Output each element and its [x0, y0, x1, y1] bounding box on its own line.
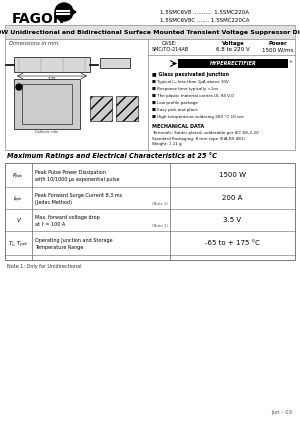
Circle shape	[55, 3, 73, 21]
Text: ■ Typical I₂₂ less than 1μA above 10V: ■ Typical I₂₂ less than 1μA above 10V	[152, 80, 229, 84]
Text: (Jedec Method): (Jedec Method)	[35, 199, 72, 204]
Text: FAGOR: FAGOR	[12, 12, 64, 26]
Text: ■ High temperature soldering 260 °C 10 sec: ■ High temperature soldering 260 °C 10 s…	[152, 115, 244, 119]
Text: 1.5SMC6V8 ........... 1.5SMC220A: 1.5SMC6V8 ........... 1.5SMC220A	[160, 10, 249, 15]
Text: Terminals: Solder plated, solderable per IEC 68-2-20: Terminals: Solder plated, solderable per…	[152, 131, 259, 135]
Text: 1500W Unidirectional and Bidirectional Surface Mounted Transient Voltage Suppres: 1500W Unidirectional and Bidirectional S…	[0, 29, 300, 34]
Text: Weight: 1.11 g: Weight: 1.11 g	[152, 142, 182, 146]
Text: (Note 1): (Note 1)	[152, 202, 168, 206]
Text: Dimensions in mm.: Dimensions in mm.	[9, 41, 60, 46]
Text: ■ Glass passivated junction: ■ Glass passivated junction	[152, 72, 229, 77]
Text: 1500 W: 1500 W	[219, 172, 246, 178]
Text: Tⱼ, Tₚₚₖ: Tⱼ, Tₚₚₖ	[9, 241, 28, 246]
Text: -65 to + 175 °C: -65 to + 175 °C	[205, 240, 260, 246]
Text: Peak Forward Surge Current 8.3 ms: Peak Forward Surge Current 8.3 ms	[35, 193, 122, 198]
Text: 200 A: 200 A	[222, 195, 243, 201]
Text: 1.5SMC6V8C ....... 1.5SMC220CA: 1.5SMC6V8C ....... 1.5SMC220CA	[160, 18, 250, 23]
Bar	[116, 96, 138, 121]
Text: Pₚₚₖ: Pₚₚₖ	[13, 173, 24, 178]
Text: Power: Power	[268, 41, 287, 46]
Bar	[5, 25, 295, 39]
Text: Max. forward voltage drop: Max. forward voltage drop	[35, 215, 100, 219]
Text: Operating Junction and Storage: Operating Junction and Storage	[35, 238, 112, 243]
Text: CASE:: CASE:	[162, 41, 178, 46]
Text: Iₚₚₖ: Iₚₚₖ	[14, 196, 23, 201]
Text: ■ Response time typically <1ns: ■ Response time typically <1ns	[152, 87, 218, 91]
Text: with 10/1000 μs exponential pulse: with 10/1000 μs exponential pulse	[35, 176, 119, 181]
Bar	[14, 79, 80, 129]
Text: Vⁱ: Vⁱ	[16, 218, 21, 223]
Text: ®: ®	[288, 60, 292, 64]
Text: at Iⁱ = 100 A: at Iⁱ = 100 A	[35, 221, 65, 227]
Circle shape	[16, 84, 22, 90]
Text: MECHANICAL DATA: MECHANICAL DATA	[152, 124, 204, 129]
Text: Jun - 03: Jun - 03	[271, 410, 292, 415]
Text: HYPERRECTIFIER: HYPERRECTIFIER	[210, 61, 256, 66]
Bar	[90, 96, 112, 121]
Text: ■ The plastic material carries UL 94 V-0: ■ The plastic material carries UL 94 V-0	[152, 94, 234, 98]
Text: Maximum Ratings and Electrical Characteristics at 25 °C: Maximum Ratings and Electrical Character…	[7, 152, 217, 159]
Bar	[178, 59, 288, 68]
Text: ■ Easy pick and place: ■ Easy pick and place	[152, 108, 198, 112]
Text: ■ Low profile package: ■ Low profile package	[152, 101, 198, 105]
Text: 7.75: 7.75	[48, 77, 56, 81]
Bar	[5, 163, 295, 260]
Text: 1500 W/ms: 1500 W/ms	[262, 47, 294, 52]
Bar	[5, 39, 295, 150]
Bar	[22, 84, 72, 124]
Text: 6.8 to 220 V: 6.8 to 220 V	[216, 47, 250, 52]
Text: Cathode side: Cathode side	[35, 130, 58, 134]
Text: Temperature Range: Temperature Range	[35, 244, 83, 249]
Bar	[100, 58, 130, 68]
Text: (Note 1): (Note 1)	[152, 224, 168, 228]
Text: Standard Packaging: 8 mm tape (EIA-RS 481): Standard Packaging: 8 mm tape (EIA-RS 48…	[152, 136, 245, 141]
Bar	[14, 57, 90, 72]
Text: 3.5 V: 3.5 V	[224, 217, 242, 223]
Text: Note 1: Only for Unidirectional: Note 1: Only for Unidirectional	[7, 264, 82, 269]
Text: Voltage: Voltage	[222, 41, 244, 46]
Polygon shape	[68, 7, 76, 17]
Text: Peak Pulse Power Dissipation: Peak Pulse Power Dissipation	[35, 170, 106, 175]
Text: SMC/TO-214AB: SMC/TO-214AB	[152, 46, 189, 51]
